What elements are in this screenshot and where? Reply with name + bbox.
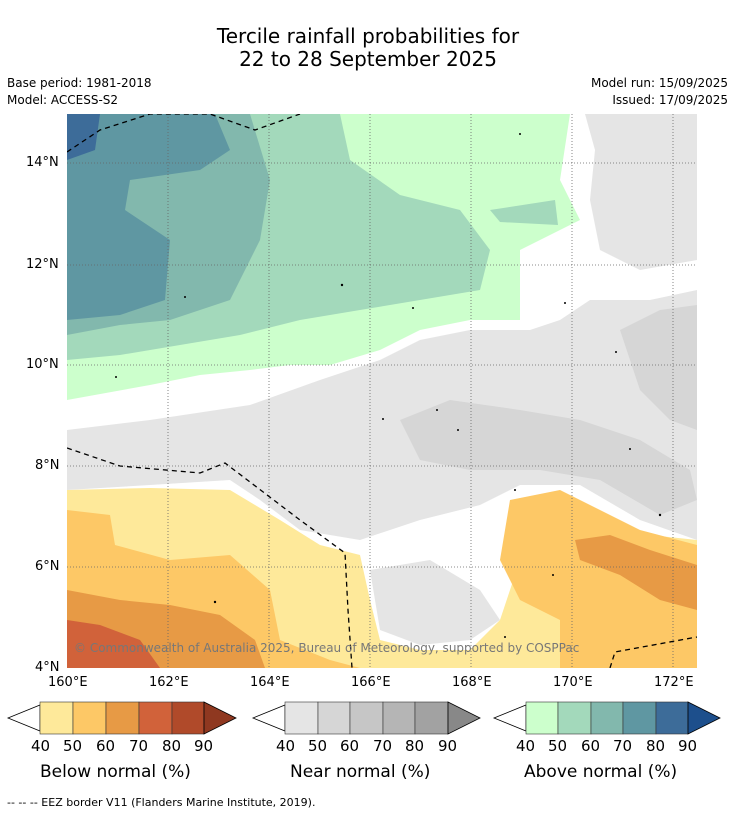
legend-near (251, 701, 481, 735)
legend-near-tick: 60 (340, 737, 360, 755)
model-run: Model run: 15/09/2025 (590, 76, 728, 90)
legend-above-tick: 60 (581, 737, 601, 755)
legend-above-tick: 50 (548, 737, 568, 755)
legend-below-tick: 60 (96, 737, 116, 755)
legend-above-tick: 90 (678, 737, 698, 755)
y-tick-10: 10°N (26, 357, 59, 372)
map-title-line1: Tercile rainfall probabilities for (216, 24, 520, 48)
map-title-line2: 22 to 28 September 2025 (239, 47, 497, 71)
legend-above-tick: 70 (613, 737, 633, 755)
near-normal-region-top (585, 114, 697, 270)
y-tick-12: 12°N (26, 257, 59, 272)
issued-date: Issued: 17/09/2025 (612, 93, 728, 107)
probability-map (67, 114, 697, 668)
above-normal-50-patch (490, 200, 558, 225)
near-normal-region-south (370, 560, 500, 645)
x-tick-162: 162°E (149, 675, 189, 690)
legend-near-tick: 90 (438, 737, 458, 755)
below-normal-70 (67, 620, 160, 668)
near-normal-darker2 (620, 305, 697, 430)
x-tick-166: 166°E (351, 675, 391, 690)
near-normal-darker (400, 400, 697, 515)
x-tick-160: 160°E (48, 675, 88, 690)
x-tick-172: 172°E (654, 675, 694, 690)
x-tick-170: 170°E (553, 675, 593, 690)
legend-near-tick: 40 (276, 737, 296, 755)
legend-above-tick: 40 (516, 737, 536, 755)
below-normal-60-east (575, 535, 697, 610)
x-tick-164: 164°E (250, 675, 290, 690)
legend-below-tick: 80 (162, 737, 182, 755)
islands (115, 133, 662, 638)
copyright-notice: © Commonwealth of Australia 2025, Bureau… (74, 641, 580, 655)
near-normal-region (67, 290, 697, 540)
legend-below-label: Below normal (%) (40, 762, 191, 782)
x-tick-168: 168°E (452, 675, 492, 690)
y-tick-14: 14°N (26, 155, 59, 170)
y-tick-4: 4°N (35, 660, 60, 675)
eez-footnote: -- -- -- EEZ border V11 (Flanders Marine… (7, 796, 316, 809)
y-tick-8: 8°N (35, 458, 60, 473)
eez-border (67, 114, 697, 668)
below-normal-50-east (500, 490, 697, 668)
legend-above-tick: 80 (646, 737, 666, 755)
legend-below-tick: 90 (194, 737, 214, 755)
y-tick-6: 6°N (35, 559, 60, 574)
legend-below (6, 701, 237, 735)
legend-near-tick: 50 (308, 737, 328, 755)
legend-near-tick: 80 (405, 737, 425, 755)
above-normal-70 (67, 114, 230, 320)
legend-below-tick: 70 (129, 737, 149, 755)
legend-near-label: Near normal (%) (290, 762, 431, 782)
legend-below-tick: 40 (31, 737, 51, 755)
base-period: Base period: 1981-2018 (7, 76, 152, 90)
legend-above-label: Above normal (%) (524, 762, 678, 782)
graticule (67, 114, 697, 668)
model-name: Model: ACCESS-S2 (7, 93, 119, 107)
legend-below-tick: 50 (63, 737, 83, 755)
legend-above (492, 701, 721, 735)
above-normal-80 (67, 114, 100, 160)
legend-near-tick: 70 (373, 737, 393, 755)
